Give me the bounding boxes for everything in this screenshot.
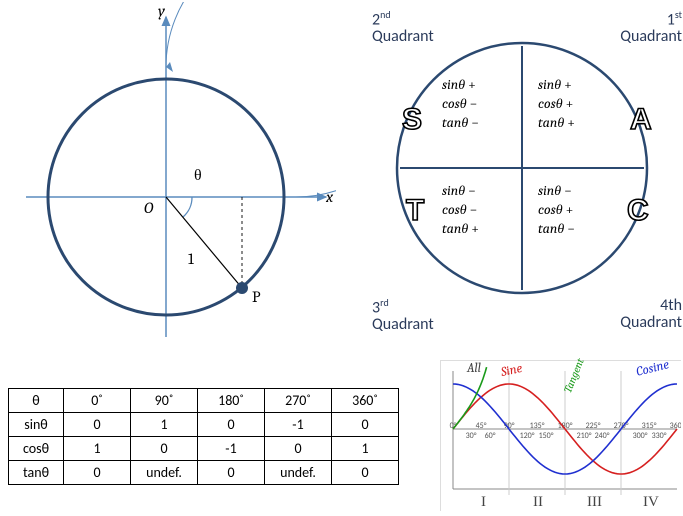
- graph-label-all: All: [467, 361, 481, 376]
- letter-s: S: [402, 103, 422, 137]
- unit-circle-svg: [6, 2, 336, 342]
- astc-circle: [392, 38, 652, 298]
- svg-text:45°: 45°: [476, 421, 487, 431]
- svg-text:150°: 150°: [539, 431, 554, 441]
- table-row: cosθ10-101: [9, 437, 399, 461]
- letter-t: T: [406, 194, 424, 228]
- theta-label: θ: [194, 166, 202, 185]
- svg-text:30°: 30°: [466, 431, 477, 441]
- point-label: P: [252, 288, 261, 306]
- q2-signs: sinθ+cosθ−tanθ−: [442, 76, 479, 133]
- q4-signs: sinθ−cosθ+tanθ−: [538, 182, 575, 239]
- svg-text:IV: IV: [643, 494, 659, 510]
- svg-text:120°: 120°: [520, 431, 535, 441]
- y-axis-label: y: [158, 2, 165, 20]
- q4-label: 4thQuadrant: [620, 298, 682, 332]
- letter-c: C: [627, 194, 649, 228]
- q1-signs: sinθ+cosθ+tanθ+: [538, 76, 575, 133]
- q3-label: 3rdQuadrant: [372, 298, 434, 334]
- table-row: θ 0˚ 90˚ 180˚ 270˚ 360˚: [9, 389, 399, 413]
- svg-text:360°: 360°: [670, 421, 681, 431]
- svg-text:240°: 240°: [595, 431, 610, 441]
- table-row: tanθ0undef.0undef.0: [9, 461, 399, 485]
- x-axis-label: x: [326, 188, 333, 206]
- trig-table: θ 0˚ 90˚ 180˚ 270˚ 360˚ sinθ010-10 cosθ1…: [8, 388, 399, 485]
- svg-text:210°: 210°: [577, 431, 592, 441]
- q3-signs: sinθ−cosθ−tanθ+: [442, 182, 479, 239]
- svg-text:II: II: [533, 494, 543, 510]
- svg-text:135°: 135°: [530, 421, 545, 431]
- svg-text:330°: 330°: [652, 431, 667, 441]
- trig-graph-svg: 0° 45°90° 135°180° 225°270° 315° 30°60° …: [441, 361, 681, 511]
- svg-text:300°: 300°: [633, 431, 648, 441]
- unit-circle-panel: y x O θ 1 P: [6, 2, 336, 342]
- astc-panel: 2ndQuadrant 1stQuadrant 3rdQuadrant 4thQ…: [362, 8, 682, 348]
- svg-text:60°: 60°: [485, 431, 496, 441]
- svg-text:I: I: [481, 494, 486, 510]
- trig-table-wrap: θ 0˚ 90˚ 180˚ 270˚ 360˚ sinθ010-10 cosθ1…: [8, 388, 399, 485]
- letter-a: A: [630, 103, 652, 137]
- trig-graph-panel: 0° 45°90° 135°180° 225°270° 315° 30°60° …: [440, 360, 681, 511]
- svg-text:315°: 315°: [642, 421, 657, 431]
- origin-label: O: [144, 199, 153, 217]
- svg-text:III: III: [587, 494, 602, 510]
- radius-label: 1: [188, 250, 194, 268]
- svg-text:225°: 225°: [586, 421, 601, 431]
- table-row: sinθ010-10: [9, 413, 399, 437]
